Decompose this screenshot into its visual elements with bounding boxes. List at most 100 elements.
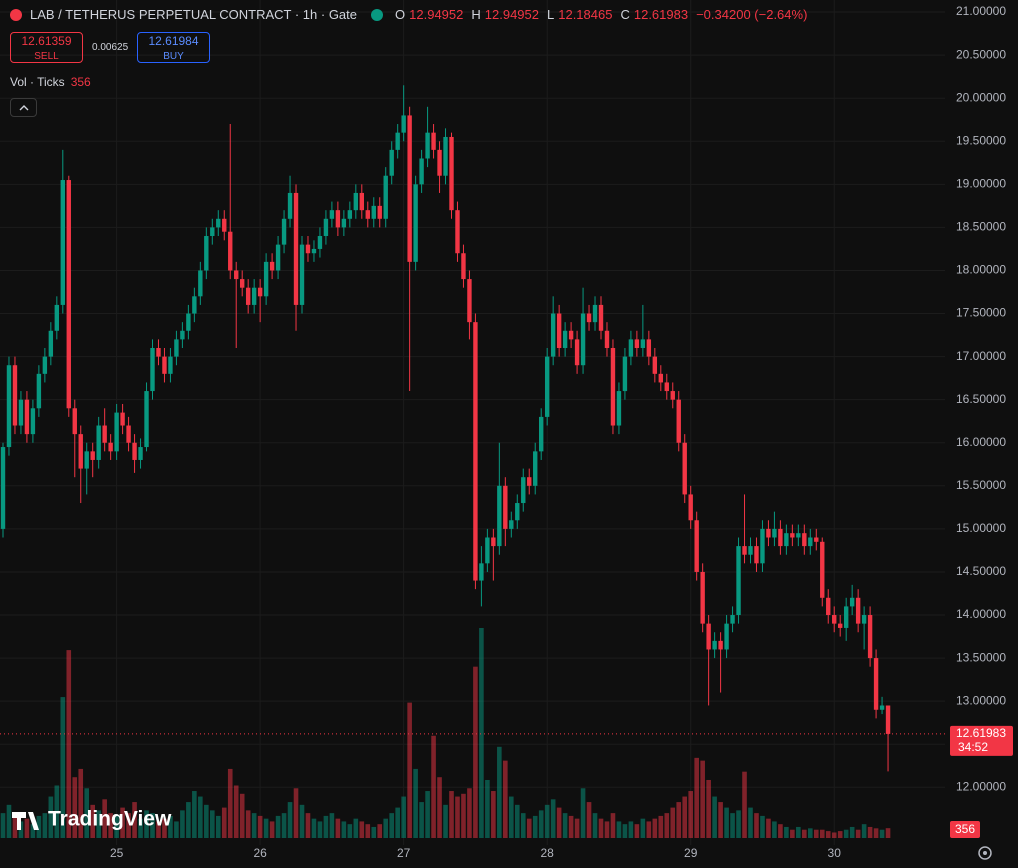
candle-body [228, 231, 233, 271]
y-tick-label: 14.00000 [956, 607, 1006, 621]
candle-body [849, 597, 855, 607]
buy-label: BUY [163, 51, 184, 62]
volume-bar [395, 807, 400, 838]
y-tick-label: 21.00000 [956, 4, 1006, 18]
candle-body [251, 287, 257, 305]
volume-bar [813, 829, 819, 838]
candle-body [216, 218, 221, 228]
candle-body [18, 399, 24, 426]
volume-bar [215, 815, 221, 838]
settings-icon[interactable] [978, 846, 992, 860]
candle-body [580, 313, 586, 366]
candle-body [257, 287, 263, 297]
candle-body [114, 412, 119, 452]
sell-price: 12.61359 [21, 34, 72, 48]
volume-bar [562, 813, 568, 838]
volume-bar [305, 813, 311, 838]
volume-bar [371, 826, 377, 838]
volume-bar [401, 796, 406, 838]
watermark-text: TradingView [48, 808, 172, 831]
sell-button[interactable]: 12.61359 SELL [10, 32, 83, 63]
last-price-label: 12.61983 [956, 726, 1006, 740]
volume-bar [377, 824, 383, 838]
x-tick-label: 27 [397, 846, 411, 860]
candle-body [497, 485, 502, 547]
candle-body [885, 705, 891, 734]
candle-body [550, 313, 556, 357]
volume-bar [855, 829, 861, 838]
candle-body [186, 313, 191, 331]
candle-body [718, 640, 723, 650]
volume-bar [425, 791, 430, 838]
volume-bar [431, 735, 436, 838]
volume-bar [461, 793, 466, 838]
candle-body [36, 373, 42, 409]
watermark-logo [12, 812, 39, 830]
candle-body [281, 218, 287, 245]
candle-body [646, 339, 652, 357]
candle-body [826, 597, 831, 616]
volume-bar [0, 813, 6, 838]
candle-body [377, 205, 382, 219]
settings-gear[interactable] [978, 846, 992, 860]
header: LAB / TETHERUS PERPETUAL CONTRACT · 1h ·… [10, 7, 811, 22]
buy-button[interactable]: 12.61984 BUY [137, 32, 210, 63]
candle-body [634, 339, 640, 348]
volume-bar [299, 804, 305, 838]
candle-body [305, 244, 311, 254]
candle-body [562, 330, 568, 348]
candle-body [879, 705, 885, 710]
volume-bar [790, 829, 795, 838]
volume-bar [670, 807, 676, 838]
collapse-button[interactable] [10, 98, 37, 117]
volume-bar [556, 807, 562, 838]
volume-bar [509, 796, 514, 838]
volume-bar [84, 788, 90, 838]
candle-body [670, 391, 675, 400]
candle-body [694, 520, 699, 572]
indicator-name[interactable]: Vol · Ticks [10, 75, 65, 89]
volume-bar [760, 815, 765, 838]
volume-bar [407, 702, 412, 838]
candle-body [574, 339, 580, 366]
candle-body [772, 528, 777, 538]
candle-body [383, 175, 388, 219]
candle-body [347, 210, 353, 219]
volume-bar [437, 777, 442, 838]
volume-bar [592, 813, 598, 838]
volume-bar [867, 826, 873, 838]
candle-body [724, 623, 729, 650]
ohlc-label: O [395, 7, 406, 22]
candle-body [275, 244, 281, 271]
volume-bar [455, 796, 460, 838]
y-tick-label: 17.50000 [956, 306, 1006, 320]
candle-body [108, 442, 113, 452]
symbol-title[interactable]: LAB / TETHERUS PERPETUAL CONTRACT · 1h ·… [30, 7, 358, 22]
candle-body [204, 236, 209, 271]
candle-body [84, 451, 89, 469]
volume-bar [311, 818, 317, 838]
candle-body [688, 494, 693, 521]
y-tick-label: 13.50000 [956, 650, 1006, 664]
volume-bar [120, 807, 125, 838]
candle-body [335, 210, 341, 228]
volume-bar [568, 815, 574, 838]
volume-bar [700, 760, 705, 838]
candle-body [449, 136, 454, 211]
volume-bar [736, 810, 741, 838]
volume-bar [652, 818, 658, 838]
volume-bar [168, 815, 173, 838]
volume-bar [102, 799, 107, 838]
y-tick-label: 18.00000 [956, 263, 1006, 277]
ohlc-value: 12.61983 [633, 7, 689, 22]
y-tick-label: 19.00000 [956, 177, 1006, 191]
candle-body [120, 412, 125, 426]
volume-bar [467, 788, 472, 838]
volume-bar [616, 821, 622, 838]
candle-body [527, 477, 532, 486]
volume-bar [574, 818, 580, 838]
candle-body [778, 528, 783, 547]
volume-bar [221, 807, 227, 838]
volume-bar [802, 829, 807, 838]
